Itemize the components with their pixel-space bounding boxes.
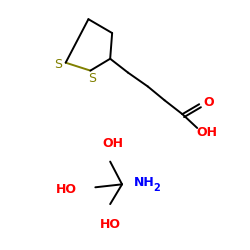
Text: HO: HO [56,183,77,196]
Text: OH: OH [196,126,218,140]
Text: S: S [54,58,62,71]
Text: S: S [88,72,96,85]
Text: HO: HO [100,218,121,232]
Text: O: O [204,96,214,109]
Text: OH: OH [103,137,124,150]
Text: 2: 2 [153,183,160,193]
Text: NH: NH [134,176,154,189]
